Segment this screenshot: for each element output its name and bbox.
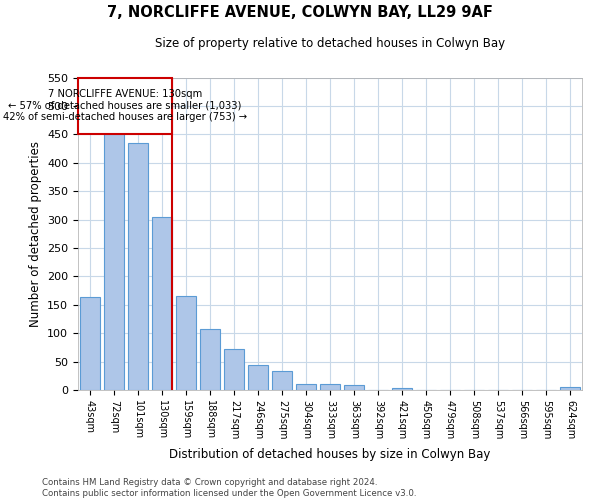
Text: Contains HM Land Registry data © Crown copyright and database right 2024.
Contai: Contains HM Land Registry data © Crown c…: [42, 478, 416, 498]
Bar: [560, 387, 580, 390]
Bar: [128, 143, 148, 390]
Bar: [344, 385, 364, 390]
Bar: [176, 296, 196, 390]
X-axis label: Distribution of detached houses by size in Colwyn Bay: Distribution of detached houses by size …: [169, 448, 491, 460]
Text: 7, NORCLIFFE AVENUE, COLWYN BAY, LL29 9AF: 7, NORCLIFFE AVENUE, COLWYN BAY, LL29 9A…: [107, 5, 493, 20]
Bar: [152, 216, 172, 390]
Bar: [320, 384, 340, 390]
Bar: [104, 134, 124, 390]
Title: Size of property relative to detached houses in Colwyn Bay: Size of property relative to detached ho…: [155, 37, 505, 50]
Bar: [224, 349, 244, 390]
Bar: [392, 388, 412, 390]
Bar: [296, 384, 316, 390]
Bar: [248, 365, 268, 390]
Y-axis label: Number of detached properties: Number of detached properties: [29, 141, 41, 327]
Text: 7 NORCLIFFE AVENUE: 130sqm
← 57% of detached houses are smaller (1,033)
42% of s: 7 NORCLIFFE AVENUE: 130sqm ← 57% of deta…: [3, 89, 247, 122]
FancyBboxPatch shape: [78, 78, 172, 134]
Bar: [200, 329, 220, 390]
Bar: [80, 298, 100, 390]
Bar: [272, 371, 292, 390]
